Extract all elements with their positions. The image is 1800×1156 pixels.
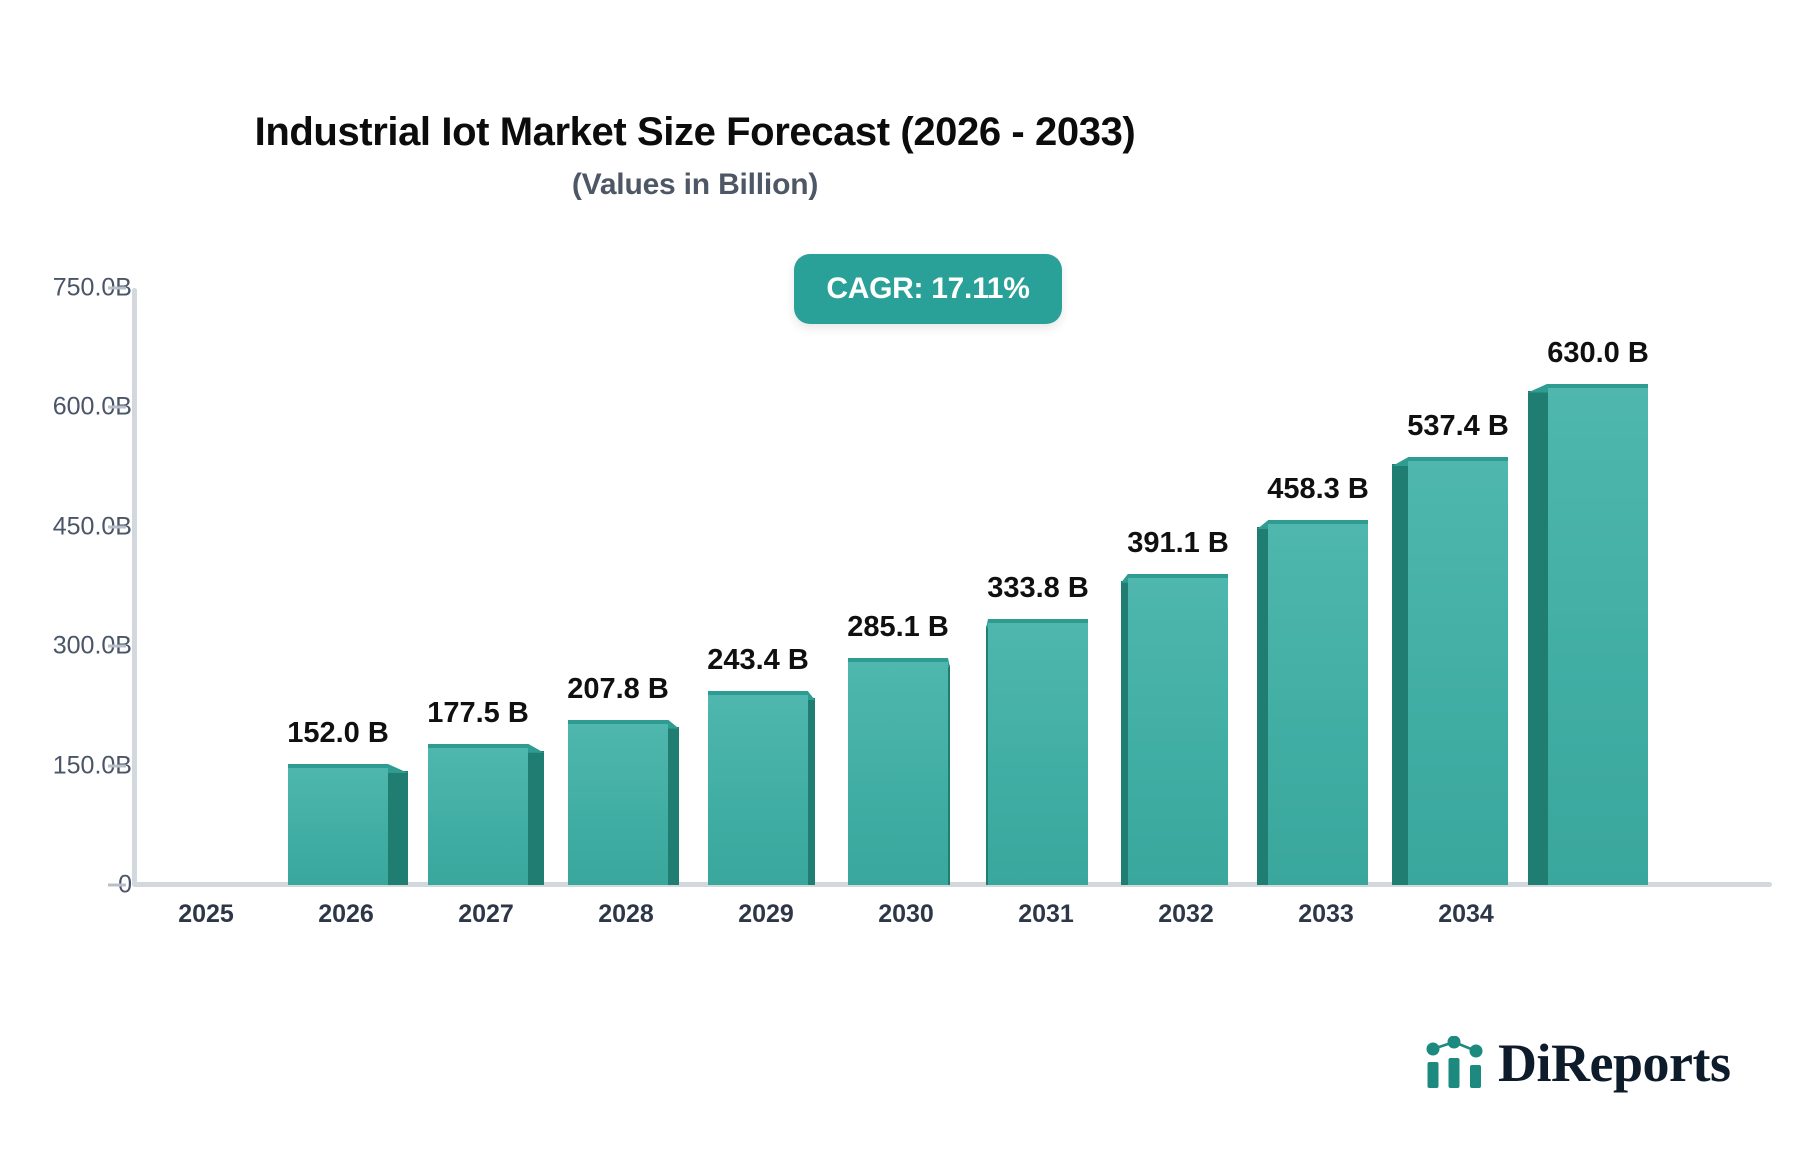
x-axis-tick-label: 2031 [1018,900,1074,928]
bar-2028[interactable]: 243.4 B [707,644,815,885]
bar-side-face [1528,390,1548,885]
bar-value-label: 537.4 B [1407,410,1509,443]
bar-top-face [1392,457,1408,467]
x-axis-tick-label: 2032 [1158,900,1214,928]
plot-area: 152.0 B 177.5 B 207.8 B 243.4 B 285.1 B 333.8… [132,288,1744,885]
y-axis-tick-mark [108,764,126,768]
bar-top-face [1121,573,1128,583]
bar-side-face [948,665,950,885]
chart-subtitle: (Values in Billion) [571,168,819,201]
y-axis-tick-mark [108,883,126,887]
logo: DiReports [1424,1033,1731,1093]
bar-top-face [986,619,988,629]
x-axis-tick-label: 2033 [1298,900,1354,928]
bar-2034[interactable]: 630.0 B [1528,337,1649,885]
chart-title: Industrial Iot Market Size Forecast (202… [254,110,1136,154]
bar-value-label: 243.4 B [707,644,809,677]
bar-value-label: 207.8 B [567,672,669,705]
y-axis-tick-mark [108,405,126,409]
bar-face [288,764,388,885]
bar-top-face [1528,383,1548,393]
bar-face [708,691,808,885]
bar-2033[interactable]: 537.4 B [1392,410,1509,885]
bar-side-face [986,626,988,885]
bar-value-label: 630.0 B [1547,336,1649,369]
x-axis-tick-label: 2025 [178,900,234,928]
bar-side-face [528,750,544,885]
bar-side-face [668,726,679,885]
y-axis-tick-mark [108,644,126,648]
bar-value-label: 458.3 B [1267,473,1369,506]
bar-value-label: 285.1 B [847,611,949,644]
bar-face [428,743,528,885]
y-axis-line [132,288,137,885]
bar-face [1268,520,1368,885]
bar-face [1128,573,1228,885]
bar-value-label: 177.5 B [427,696,529,729]
bar-top-face [528,743,544,753]
bar-face [1408,457,1508,885]
bar-top-face [668,719,679,729]
bar-side-face [1121,580,1128,885]
bar-2032[interactable]: 458.3 B [1257,473,1369,885]
bar-top-face [1257,520,1268,530]
direports-bar-icon [1426,1036,1483,1088]
bar-side-face [808,698,815,885]
bar-face [988,619,1088,885]
bar-face [848,658,948,885]
x-axis-line [132,882,1772,887]
cagr-badge-label: CAGR: 17.11% [826,272,1030,305]
bar-value-label: 391.1 B [1127,526,1229,559]
x-axis-tick-label: 2026 [318,900,374,928]
bar-face [1548,383,1648,885]
y-axis-tick-mark [108,525,126,529]
bar-top-face [948,658,950,668]
bar-side-face [1392,464,1408,885]
bar-side-face [1257,527,1268,885]
x-axis-tick-label: 2027 [458,900,514,928]
bar-value-label: 333.8 B [987,572,1089,605]
bar-value-label: 152.0 B [287,717,389,750]
bar-2029[interactable]: 285.1 B [847,611,950,885]
y-axis-tick-mark [108,286,126,290]
x-axis-tick-label: 2028 [598,900,654,928]
bar-2031[interactable]: 391.1 B [1121,527,1229,885]
bar-2030[interactable]: 333.8 B [986,572,1089,885]
bar-top-face [808,691,815,701]
bar-side-face [388,771,408,885]
x-axis-tick-label: 2034 [1438,900,1494,928]
x-axis-tick-label: 2029 [738,900,794,928]
bar-top-face [388,764,408,774]
bar-2027[interactable]: 207.8 B [567,673,679,885]
bar-face [568,719,668,885]
bar-2026[interactable]: 177.5 B [427,697,544,885]
bar-2025[interactable]: 152.0 B [287,717,408,885]
cagr-badge: CAGR: 17.11% [794,254,1062,324]
x-axis-tick-label: 2030 [878,900,934,928]
logo-text: DiReports [1498,1033,1731,1093]
